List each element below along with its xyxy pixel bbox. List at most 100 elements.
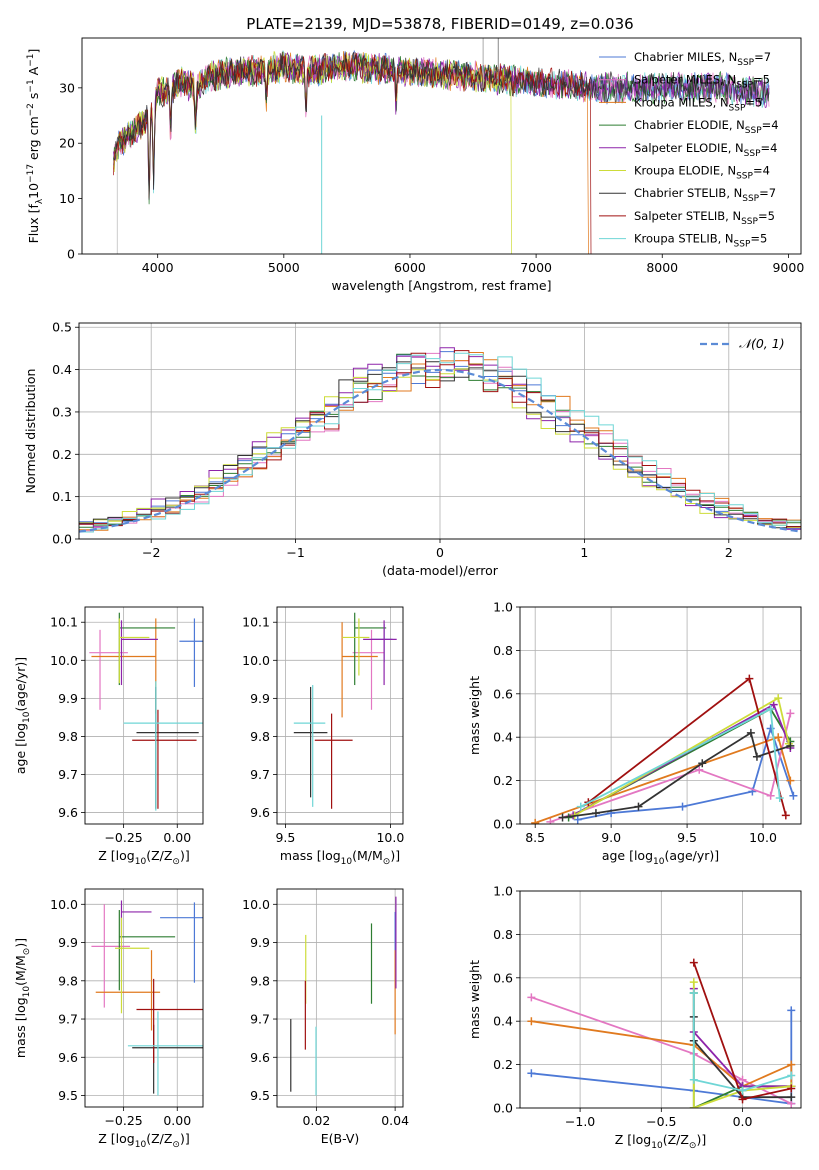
y-tick-label: 10 [59, 191, 75, 206]
weight-line [692, 993, 792, 1092]
panel-age_vs_mass: 9.5 10.0 9.6 9.7 9.8 9.9 10.0 10.1 mass [log10​(… [242, 606, 404, 867]
panel-age_vs_Z: −0.25 0.00 9.6 9.7 9.8 9.9 10.0 10.1 Z [log10​(Z… [13, 606, 204, 867]
y-tick-label: 9.7 [250, 1012, 270, 1027]
legend-label: Kroupa STELIB, NSSP​=5 [634, 232, 767, 250]
y-tick-label: 0.6 [493, 970, 513, 985]
x-tick-label: −0.5 [646, 1114, 676, 1129]
weight-marker [774, 694, 783, 703]
normal-curve [79, 368, 801, 533]
panel-weight_vs_Z: −1.0 −0.5 0.0 0.0 0.2 0.4 0.6 0.8 1.0 Z [log10​(Z… [467, 884, 802, 1151]
y-tick-label: 9.7 [58, 1012, 78, 1027]
histogram-step [79, 350, 801, 528]
y-axis-label: mass [log10​(M/M⊙​)] [13, 938, 32, 1058]
weight-marker [775, 793, 784, 802]
weight-marker [634, 802, 643, 811]
y-tick-label: 9.9 [58, 691, 78, 706]
y-tick-label: 9.5 [250, 1088, 270, 1103]
spectrum-line [113, 51, 512, 254]
x-tick-label: 2 [725, 545, 733, 560]
x-tick-label: −1.0 [565, 1114, 595, 1129]
x-axis-label: age [log10​(age/yr)] [602, 848, 719, 867]
x-tick-label: 0.00 [163, 830, 191, 845]
legend-label: Kroupa ELODIE, NSSP​=4 [634, 164, 770, 182]
plot-area [527, 958, 796, 1108]
y-tick-label: 0.3 [52, 404, 72, 419]
x-axis-label: E(B-V) [321, 1131, 360, 1146]
weight-marker [787, 1084, 796, 1093]
y-tick-label: 0.0 [52, 532, 72, 547]
y-tick-label: 9.6 [58, 1050, 78, 1065]
plot-area [79, 347, 801, 533]
legend-label: 𝒩(0, 1) [739, 336, 785, 351]
legend-label: Salpeter STELIB, NSSP​=5 [634, 209, 775, 227]
y-tick-label: 9.6 [58, 805, 78, 820]
y-tick-label: 30 [59, 80, 75, 95]
weight-marker [689, 958, 698, 967]
weight-marker [527, 1017, 536, 1026]
weight-marker [786, 741, 795, 750]
weight-marker [787, 1006, 796, 1015]
axes-frame [276, 888, 404, 1108]
y-tick-label: 0.8 [493, 927, 513, 942]
weight-marker [689, 988, 698, 997]
axes-frame [276, 606, 404, 825]
x-tick-label: −2 [142, 545, 160, 560]
y-tick-label: 0.0 [493, 817, 513, 832]
y-tick-label: 10.1 [50, 615, 78, 630]
x-tick-label: 0.04 [381, 1113, 409, 1128]
figure-title: PLATE=2139, MJD=53878, FIBERID=0149, z=0… [246, 15, 633, 33]
y-axis-label: mass weight [467, 676, 482, 755]
weight-marker [678, 802, 687, 811]
panel-mass_vs_Z: −0.25 0.00 9.5 9.6 9.7 9.8 9.9 10.0 Z [log10​(Z/… [13, 888, 204, 1150]
axes-frame [84, 888, 204, 1108]
y-tick-label: 9.8 [250, 973, 270, 988]
y-tick-label: 9.9 [250, 691, 270, 706]
y-tick-label: 0.2 [493, 1057, 513, 1072]
y-tick-label: 0.4 [52, 362, 72, 377]
x-axis-label: mass [log10​(M/M⊙​)] [280, 848, 400, 867]
legend-label: Salpeter MILES, NSSP​=5 [634, 73, 770, 91]
y-tick-label: 20 [59, 136, 75, 151]
weight-marker [531, 818, 540, 824]
plot-area [89, 612, 203, 811]
y-axis-label: mass weight [467, 960, 482, 1039]
axes-frame [519, 606, 802, 825]
y-tick-label: 0.4 [493, 730, 513, 745]
weight-marker [738, 1086, 747, 1095]
x-tick-label: 10.0 [749, 830, 777, 845]
x-tick-label: 8000 [646, 260, 678, 275]
panel-spectrum: 4000 5000 6000 7000 8000 9000 0 10 20 30 Chabrier … [26, 37, 804, 293]
x-tick-label: −0.25 [104, 830, 142, 845]
weight-marker [774, 733, 783, 742]
plot-area [531, 674, 798, 824]
x-tick-label: 8.5 [525, 830, 545, 845]
y-tick-label: 0.6 [493, 686, 513, 701]
weight-line [550, 713, 792, 823]
y-tick-label: 0 [67, 247, 75, 262]
y-tick-label: 9.8 [58, 729, 78, 744]
weight-marker [787, 1071, 796, 1080]
x-tick-label: 4000 [142, 260, 174, 275]
weight-marker [546, 817, 555, 824]
y-tick-label: 0.2 [52, 447, 72, 462]
weight-marker [591, 809, 600, 818]
x-axis-label: Z [log10​(Z/Z⊙​)] [98, 848, 189, 867]
x-tick-label: 6000 [394, 260, 426, 275]
weight-marker [781, 811, 790, 820]
y-tick-label: 10.0 [242, 653, 270, 668]
x-tick-label: 7000 [520, 260, 552, 275]
y-tick-label: 0.0 [493, 1101, 513, 1116]
weight-marker [573, 815, 582, 824]
weight-marker [752, 752, 761, 761]
y-tick-label: 1.0 [493, 884, 513, 899]
y-tick-label: 10.0 [242, 897, 270, 912]
legend-label: Chabrier ELODIE, NSSP​=4 [634, 118, 779, 136]
y-tick-label: 9.8 [250, 729, 270, 744]
histogram-step [79, 352, 801, 533]
weight-marker [789, 791, 798, 800]
y-tick-label: 9.6 [250, 1050, 270, 1065]
weight-marker [746, 728, 755, 737]
y-tick-label: 9.9 [58, 935, 78, 950]
panel-weight_vs_age: 8.5 9.0 9.5 10.0 0.0 0.2 0.4 0.6 0.8 1.0 age [log1… [467, 600, 802, 867]
